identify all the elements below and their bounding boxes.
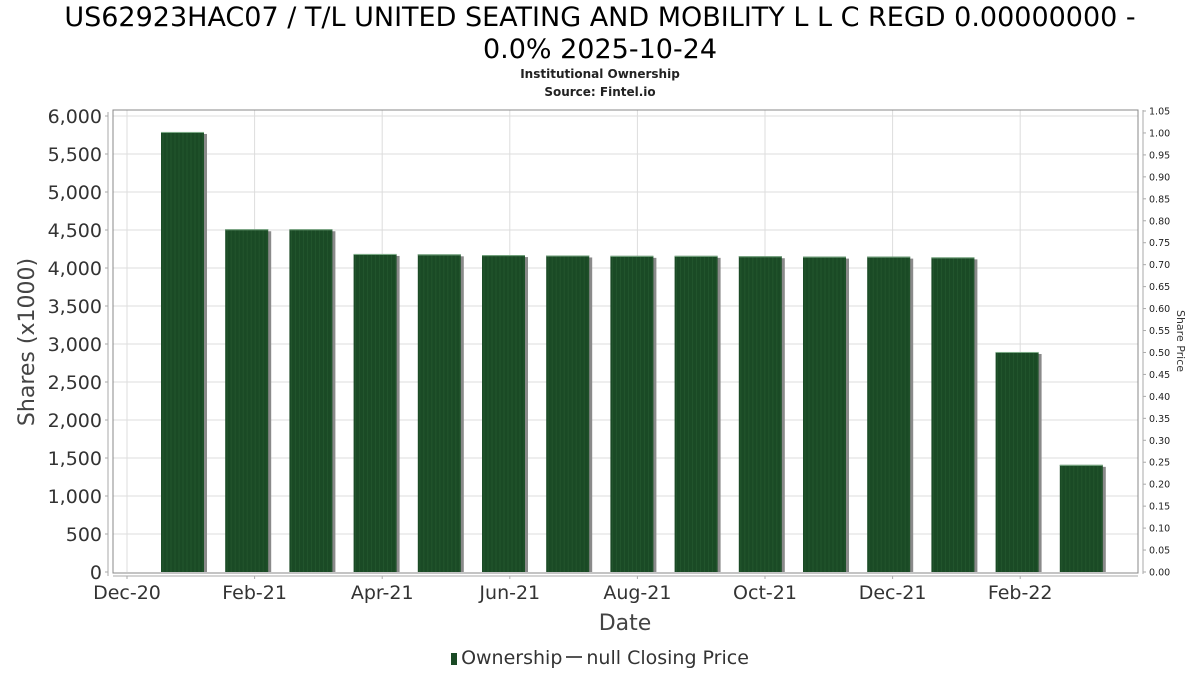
y2-tick-label: 0.85 xyxy=(1149,194,1170,205)
y2-tick-label: 1.05 xyxy=(1149,107,1170,118)
y2-tick-label: 0.95 xyxy=(1149,150,1170,161)
y2-tick-label: 0.25 xyxy=(1149,458,1170,469)
y2-tick-label: 0.55 xyxy=(1149,326,1170,337)
y2-tick-label: 0.80 xyxy=(1149,216,1170,227)
y-tick-label: 4,000 xyxy=(48,258,102,280)
x-axis: Dec-20 Feb-21 Apr-21 Jun-21 Aug-21 Oct-21 Dec-… xyxy=(93,575,1138,604)
legend-ownership-swatch xyxy=(451,653,458,665)
legend-price-line-icon xyxy=(566,656,583,658)
y2-tick-label: 0.35 xyxy=(1149,414,1170,425)
y2-axis-label: Share Price xyxy=(1174,310,1187,372)
y-tick-label: 500 xyxy=(66,524,102,546)
y-tick-label: 1,000 xyxy=(48,486,102,508)
y2-tick-label: 0.90 xyxy=(1149,172,1170,183)
y2-tick-label: 0.65 xyxy=(1149,282,1170,293)
chart-subtitle: Institutional Ownership xyxy=(520,67,680,81)
y-tick-label: 5,000 xyxy=(48,182,102,204)
y-axis-right: 0.00 0.05 0.10 0.15 0.20 0.25 0.30 0.35 0.40 0.45… xyxy=(1142,107,1170,579)
y2-tick-label: 0.10 xyxy=(1149,524,1170,535)
y-axis-left: 0 500 1,000 1,500 2,000 2,500 3,000 3,500 4,000 4… xyxy=(48,106,109,584)
y-tick-label: 3,500 xyxy=(48,296,102,318)
chart-title-line-2: 0.0% 2025-10-24 xyxy=(482,34,718,65)
legend: Ownership null Closing Price xyxy=(0,647,1200,669)
x-axis-label: Date xyxy=(599,611,652,636)
y-tick-label: 2,500 xyxy=(48,372,102,394)
x-tick-label: Jun-21 xyxy=(478,582,540,604)
x-tick-label: Oct-21 xyxy=(733,582,797,604)
y-tick-label: 1,500 xyxy=(48,448,102,470)
y2-tick-label: 0.20 xyxy=(1149,480,1170,491)
x-tick-label: Aug-21 xyxy=(603,582,671,604)
y-axis-label: Shares (x1000) xyxy=(15,258,40,426)
y-tick-label: 3,000 xyxy=(48,334,102,356)
y2-tick-label: 0.70 xyxy=(1149,260,1170,271)
y2-tick-label: 0.50 xyxy=(1149,348,1170,359)
y2-tick-label: 0.30 xyxy=(1149,436,1170,447)
y-tick-label: 2,000 xyxy=(48,410,102,432)
y2-tick-label: 0.75 xyxy=(1149,238,1170,249)
y2-tick-label: 0.40 xyxy=(1149,392,1170,403)
y2-tick-label: 0.60 xyxy=(1149,304,1170,315)
x-tick-label: Dec-20 xyxy=(93,582,161,604)
x-tick-label: Feb-22 xyxy=(988,582,1053,604)
plot-area-border xyxy=(112,109,1139,574)
y-tick-label: 0 xyxy=(90,562,102,584)
y-tick-label: 4,500 xyxy=(48,220,102,242)
x-tick-label: Feb-21 xyxy=(222,582,287,604)
y2-tick-label: 0.00 xyxy=(1149,568,1170,579)
y2-tick-label: 1.00 xyxy=(1149,128,1170,139)
y-tick-label: 6,000 xyxy=(48,106,102,128)
chart-source: Source: Fintel.io xyxy=(544,85,656,99)
y2-tick-label: 0.15 xyxy=(1149,502,1170,513)
y-tick-label: 5,500 xyxy=(48,144,102,166)
chart-title-line-1: US62923HAC07 / T/L UNITED SEATING AND MO… xyxy=(64,2,1136,33)
y2-tick-label: 0.05 xyxy=(1149,546,1170,557)
bars xyxy=(161,131,1106,573)
y2-tick-label: 0.45 xyxy=(1149,370,1170,381)
legend-price-label: null Closing Price xyxy=(586,647,749,669)
legend-ownership-label: Ownership xyxy=(461,647,563,669)
x-tick-label: Apr-21 xyxy=(351,582,414,604)
x-tick-label: Dec-21 xyxy=(859,582,927,604)
chart-title: US62923HAC07 / T/L UNITED SEATING AND MO… xyxy=(0,2,1200,66)
